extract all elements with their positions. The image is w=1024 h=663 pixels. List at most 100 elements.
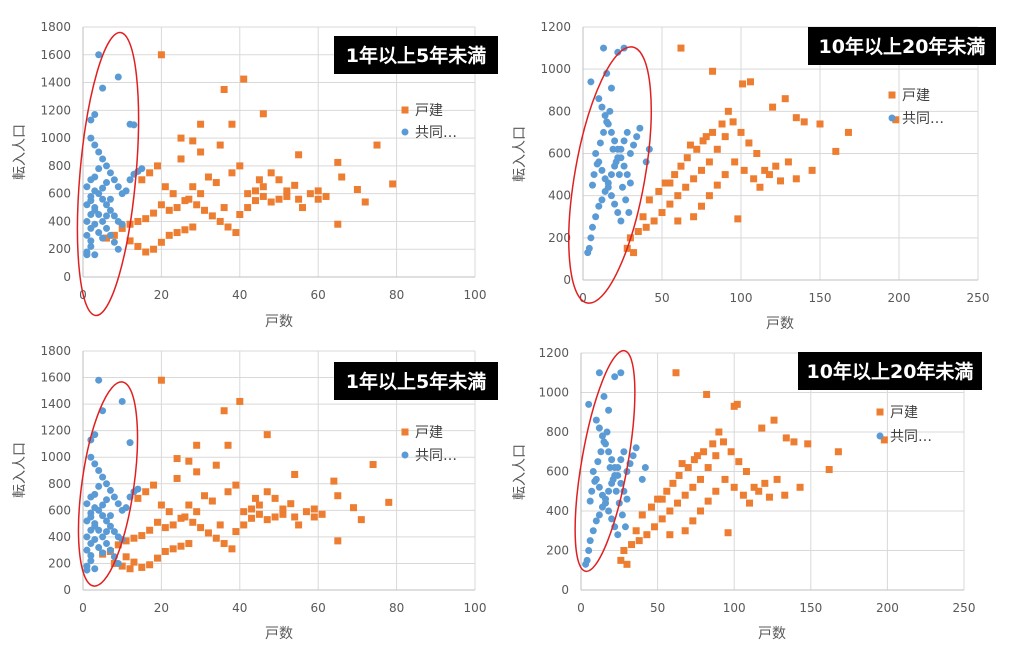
data-point-circle: [622, 196, 630, 204]
data-point-circle: [592, 213, 600, 221]
data-point-square: [792, 175, 800, 183]
data-point-square: [279, 510, 287, 518]
data-point-square: [204, 529, 212, 537]
data-point-circle: [122, 504, 130, 512]
data-point-circle: [130, 121, 138, 129]
data-point-circle: [588, 223, 596, 231]
data-point-circle: [598, 503, 606, 511]
data-point-circle: [598, 103, 606, 111]
data-point-circle: [87, 242, 95, 250]
data-point-circle: [638, 475, 646, 483]
x-tick-label: 60: [311, 288, 326, 302]
data-point-circle: [584, 249, 592, 257]
data-point-circle: [83, 517, 91, 525]
data-point-square: [739, 491, 747, 499]
data-point-circle: [87, 116, 95, 124]
data-point-square: [236, 211, 244, 218]
data-point-square: [142, 215, 150, 223]
data-point-square: [373, 141, 381, 149]
data-point-square: [719, 438, 727, 446]
data-point-square: [721, 475, 729, 483]
data-point-circle: [91, 220, 99, 228]
data-point-circle: [103, 179, 111, 187]
data-point-square: [248, 514, 256, 522]
data-point-circle: [91, 460, 99, 468]
data-point-square: [643, 531, 651, 539]
data-point-circle: [110, 176, 118, 184]
x-tick-label: 100: [464, 601, 487, 615]
data-point-square: [157, 501, 165, 509]
data-point-square: [713, 181, 721, 189]
data-point-square: [816, 120, 824, 128]
y-axis-title: 転入人口: [12, 442, 28, 498]
data-point-circle: [114, 245, 122, 253]
data-point-circle: [103, 480, 111, 488]
data-point-circle: [593, 160, 601, 168]
data-point-square: [712, 452, 720, 460]
data-point-square: [236, 397, 244, 405]
data-point-circle: [590, 171, 598, 179]
data-point-circle: [621, 523, 629, 531]
data-point-square: [709, 128, 717, 136]
data-point-circle: [591, 477, 599, 485]
data-point-circle: [608, 456, 616, 464]
data-point-square: [784, 158, 792, 166]
data-point-circle: [87, 192, 95, 200]
data-point-circle: [585, 400, 593, 408]
data-point-circle: [605, 406, 613, 414]
data-point-circle: [103, 201, 111, 209]
data-point-square: [157, 201, 165, 209]
y-tick-label: 200: [48, 556, 71, 570]
data-point-square: [761, 166, 769, 174]
data-point-circle: [605, 507, 613, 515]
data-point-square: [702, 133, 710, 141]
data-point-square: [291, 513, 299, 521]
title-badge: [334, 36, 498, 74]
data-point-square: [675, 471, 683, 479]
data-point-square: [645, 196, 653, 204]
data-point-square: [306, 190, 314, 198]
data-point-square: [244, 204, 252, 212]
data-point-square: [232, 229, 240, 237]
data-point-circle: [91, 431, 99, 439]
data-point-circle: [114, 183, 122, 191]
data-point-circle: [134, 485, 142, 493]
data-point-square: [742, 468, 750, 475]
data-point-square: [130, 558, 138, 566]
data-point-square: [118, 224, 126, 232]
data-point-square: [808, 166, 816, 174]
y-tick-label: 200: [546, 544, 569, 558]
data-point-square: [142, 488, 150, 496]
data-point-circle: [95, 229, 103, 237]
data-point-square: [761, 479, 769, 487]
x-tick-label: 20: [154, 601, 169, 615]
chart-title: 1年以上5年未満: [346, 370, 486, 393]
data-point-circle: [617, 145, 625, 153]
data-point-circle: [91, 565, 99, 573]
data-point-square: [658, 515, 666, 523]
data-point-square: [674, 192, 682, 200]
data-point-square: [240, 521, 248, 529]
data-point-square: [730, 483, 738, 491]
data-point-square: [189, 137, 197, 145]
data-point-circle: [106, 206, 114, 214]
data-point-square: [161, 547, 169, 555]
data-point-square: [617, 556, 625, 564]
data-point-square: [122, 537, 130, 545]
data-point-square: [161, 524, 169, 532]
x-tick-label: 80: [389, 288, 404, 302]
scatter-chart-4: 0 200 400 600 800 1000 1200 0 50 100 150 200 250 戸数 転入…: [512, 346, 982, 642]
x-tick-label: 150: [799, 601, 822, 615]
data-point-circle: [604, 179, 612, 187]
data-point-square: [681, 491, 689, 499]
data-point-square: [892, 116, 900, 124]
y-tick-label: 400: [48, 214, 71, 228]
data-point-square: [157, 51, 165, 59]
data-point-circle: [99, 501, 107, 509]
data-point-square: [334, 158, 342, 166]
data-point-circle: [595, 424, 603, 432]
x-tick-label: 20: [154, 288, 169, 302]
data-point-circle: [600, 438, 608, 446]
y-tick-label: 0: [563, 273, 571, 287]
data-point-square: [314, 187, 322, 195]
